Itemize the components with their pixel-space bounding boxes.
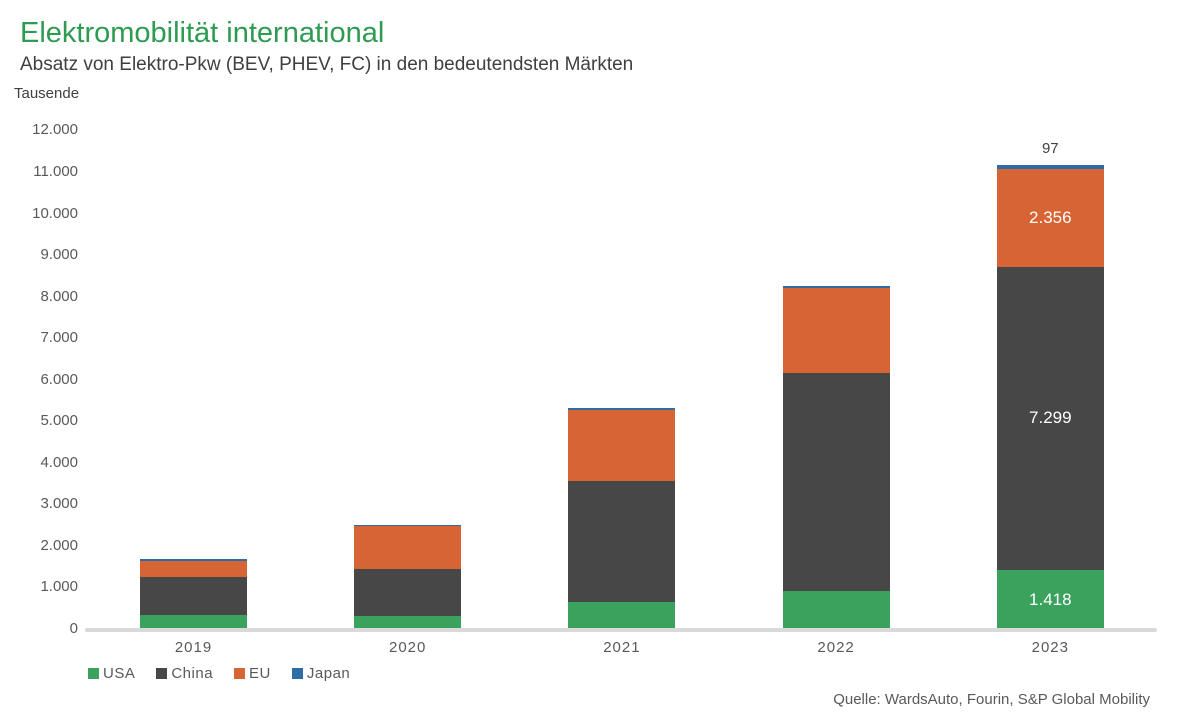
x-axis-label: 2021 [603,639,641,656]
y-tick-label: 10.000 [32,204,78,222]
bar-segment-eu-2019 [140,561,247,578]
y-tick-label: 3.000 [40,495,78,513]
legend-item-usa: USA [88,665,135,682]
bar-segment-usa-2022 [782,590,890,629]
legend-swatch-icon [234,668,246,679]
y-axis-unit-label: Tausende [14,85,80,102]
bar-segment-eu-2023 [996,168,1104,267]
legend-label: EU [249,665,271,682]
x-axis-line [85,628,1157,632]
bar-segment-japan-2019 [140,559,247,562]
legend-label: Japan [306,665,351,682]
y-tick-label: 6.000 [40,370,78,388]
legend-swatch-icon [156,668,168,679]
legend-label: USA [103,665,136,682]
legend-label: China [171,665,214,682]
x-axis-label: 2019 [174,639,213,656]
bar-segment-usa-2023 [996,570,1104,629]
y-tick-label: 12.000 [32,121,78,139]
bar-segment-eu-2022 [782,288,890,374]
y-tick-label: 2.000 [40,536,78,554]
bar-segment-japan-2023 [996,164,1104,169]
bar-segment-china-2021 [568,480,676,603]
legend-item-china: China [156,665,213,682]
bar-segment-china-2019 [140,577,247,616]
y-tick-label: 5.000 [40,412,78,430]
bar-segment-usa-2021 [568,602,676,629]
bar-segment-china-2020 [354,569,462,616]
legend: USA China EU Japan [88,665,350,682]
y-tick-label: 8.000 [40,287,78,305]
source-note: Quelle: WardsAuto, Fourin, S&P Global Mo… [833,691,1150,708]
data-label-china-2023: 7.299 [1029,408,1072,428]
bar-segment-japan-2020 [354,524,462,527]
data-label-eu-2023: 2.356 [1029,207,1072,227]
legend-swatch-icon [88,668,99,679]
bar-segment-japan-2021 [568,407,676,410]
y-tick-label: 0 [69,620,78,637]
bar-segment-china-2022 [782,373,890,591]
page-title: Elektromobilität international [20,17,385,49]
data-label-japan-2023: 97 [1041,139,1059,157]
page-subtitle: Absatz von Elektro-Pkw (BEV, PHEV, FC) i… [20,54,634,75]
y-tick-label: 7.000 [40,329,78,347]
data-label-usa-2023: 1.418 [1029,589,1072,609]
y-tick-label: 11.000 [33,162,78,180]
bar-segment-china-2023 [996,266,1104,571]
legend-item-eu: EU [234,665,271,682]
x-axis-label: 2023 [1031,639,1069,656]
bar-segment-usa-2019 [140,615,247,629]
bar-segment-eu-2020 [354,526,462,570]
legend-item-japan: Japan [291,665,351,682]
x-axis-label: 2022 [817,639,855,656]
bar-segment-eu-2021 [568,409,676,481]
y-tick-label: 1.000 [40,578,78,596]
x-axis-label: 2020 [389,639,427,656]
y-tick-label: 4.000 [40,453,78,471]
legend-swatch-icon [291,668,303,679]
y-tick-label: 9.000 [40,246,78,264]
bar-segment-japan-2022 [782,285,890,289]
